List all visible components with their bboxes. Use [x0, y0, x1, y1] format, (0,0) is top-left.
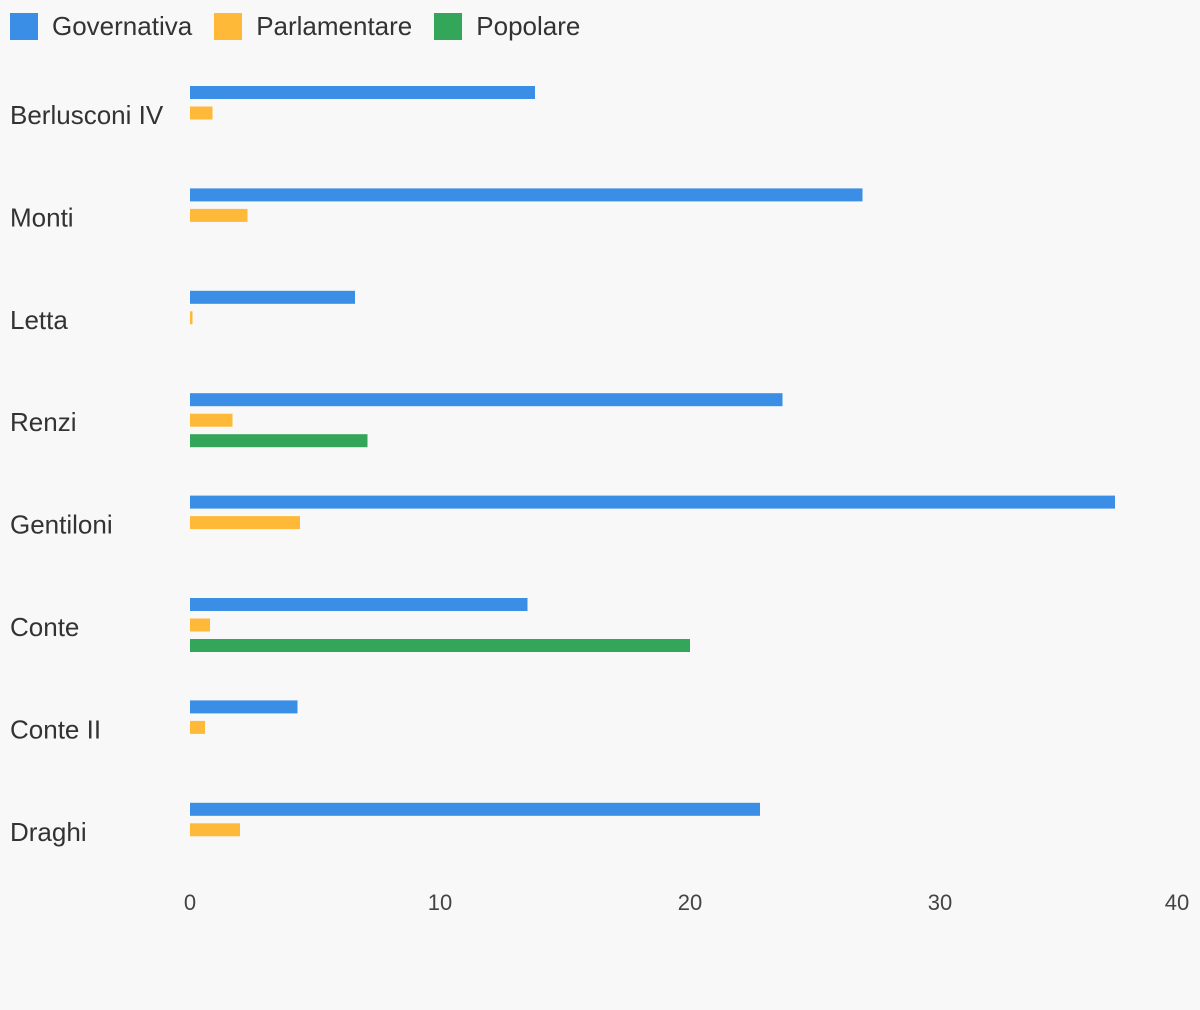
category-label-conte-ii: Conte II: [10, 714, 101, 744]
category-label-conte: Conte: [10, 612, 79, 642]
legend-item-parlamentare[interactable]: Parlamentare: [214, 11, 412, 42]
x-tick-label-40: 40: [1165, 890, 1189, 915]
legend-label-governativa: Governativa: [52, 10, 193, 41]
x-tick-label-30: 30: [928, 890, 952, 915]
bar-governativa-renzi[interactable]: [190, 393, 783, 407]
bar-governativa-gentiloni[interactable]: [190, 495, 1115, 509]
x-tick-label-10: 10: [428, 890, 452, 915]
legend-swatch-popolare: [434, 12, 463, 40]
bar-parlamentare-draghi[interactable]: [190, 823, 240, 837]
bar-parlamentare-conte[interactable]: [190, 618, 210, 632]
bar-popolare-renzi[interactable]: [190, 434, 368, 448]
legend: Governativa Parlamentare Popolare: [10, 10, 602, 42]
category-label-gentiloni: Gentiloni: [10, 510, 113, 540]
x-tick-label-20: 20: [678, 890, 702, 915]
category-label-berlusconi-iv: Berlusconi IV: [10, 100, 164, 130]
bar-popolare-conte[interactable]: [190, 639, 690, 652]
bar-governativa-conte-ii[interactable]: [190, 700, 298, 714]
bar-governativa-monti[interactable]: [190, 188, 863, 202]
legend-swatch-parlamentare: [214, 12, 243, 40]
bar-parlamentare-monti[interactable]: [190, 208, 248, 222]
legend-label-popolare: Popolare: [476, 10, 581, 41]
bar-parlamentare-letta[interactable]: [190, 311, 193, 325]
bar-parlamentare-gentiloni[interactable]: [190, 516, 300, 530]
bar-governativa-conte[interactable]: [190, 598, 528, 611]
bar-parlamentare-berlusconi-iv[interactable]: [190, 106, 213, 120]
category-label-draghi: Draghi: [10, 817, 87, 847]
x-tick-label-0: 0: [184, 890, 196, 915]
bar-governativa-berlusconi-iv[interactable]: [190, 86, 535, 99]
category-label-monti: Monti: [10, 202, 74, 232]
bar-parlamentare-conte-ii[interactable]: [190, 720, 205, 734]
bar-governativa-letta[interactable]: [190, 290, 355, 304]
legend-item-governativa[interactable]: Governativa: [10, 11, 192, 42]
legend-swatch-governativa: [10, 12, 38, 40]
category-label-renzi: Renzi: [10, 407, 76, 437]
legend-label-parlamentare: Parlamentare: [256, 10, 413, 41]
legend-item-popolare[interactable]: Popolare: [434, 11, 580, 42]
bar-governativa-draghi[interactable]: [190, 802, 760, 816]
bar-parlamentare-renzi[interactable]: [190, 413, 233, 427]
category-label-letta: Letta: [10, 305, 68, 335]
